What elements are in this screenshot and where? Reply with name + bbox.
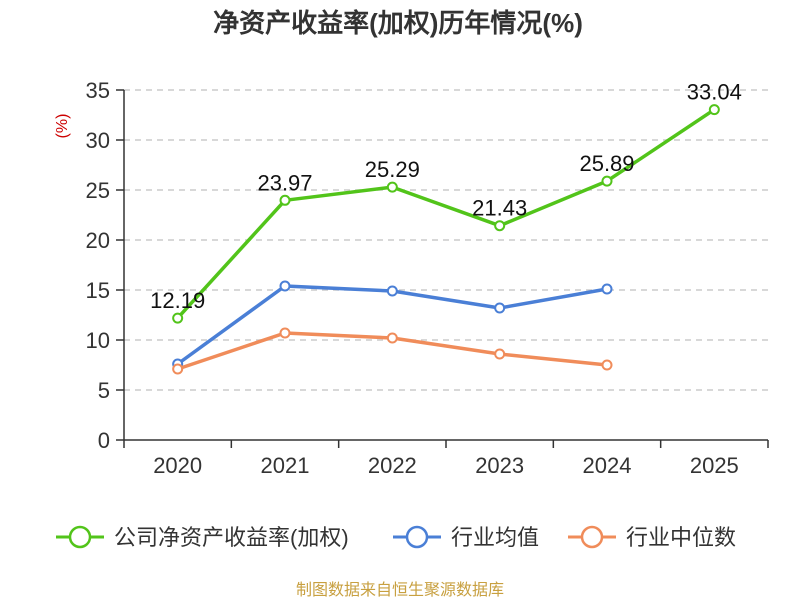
- data-point[interactable]: [386, 181, 398, 193]
- legend-label: 公司净资产收益率(加权): [114, 525, 349, 550]
- data-label: 33.04: [687, 80, 742, 105]
- series-group: [172, 104, 720, 375]
- series-line: [176, 108, 716, 320]
- legend-item[interactable]: 行业中位数: [568, 525, 736, 550]
- legend-marker: [580, 525, 604, 549]
- data-label: 12.19: [150, 288, 205, 313]
- y-tick-label: 15: [86, 278, 110, 303]
- data-point[interactable]: [172, 363, 184, 375]
- x-tick-label: 2023: [475, 453, 524, 478]
- data-label: 21.43: [472, 196, 527, 221]
- data-label: 25.29: [365, 157, 420, 182]
- data-point[interactable]: [494, 220, 506, 232]
- y-tick-label: 30: [86, 128, 110, 153]
- data-point[interactable]: [386, 332, 398, 344]
- x-tick-label: 2025: [690, 453, 739, 478]
- y-tick-label: 20: [86, 228, 110, 253]
- data-point[interactable]: [601, 175, 613, 187]
- legend-marker: [405, 525, 429, 549]
- data-point[interactable]: [708, 104, 720, 116]
- legend-item[interactable]: 公司净资产收益率(加权): [56, 525, 349, 550]
- legend-label: 行业均值: [451, 525, 539, 550]
- data-point[interactable]: [172, 312, 184, 324]
- y-axis-label: (%): [54, 114, 71, 139]
- x-tick-label: 2020: [153, 453, 202, 478]
- data-label: 25.89: [579, 151, 634, 176]
- legend-label: 行业中位数: [626, 525, 736, 550]
- data-label: 23.97: [257, 170, 312, 195]
- data-point[interactable]: [494, 348, 506, 360]
- y-tick-label: 35: [86, 78, 110, 103]
- data-point[interactable]: [386, 285, 398, 297]
- y-tick-label: 25: [86, 178, 110, 203]
- y-tick-label: 0: [98, 428, 110, 453]
- legend-marker: [68, 525, 92, 549]
- data-labels: 12.19 23.97 25.29 21.43 25.89 33.04: [150, 80, 742, 314]
- grid-lines: [124, 89, 768, 391]
- data-point[interactable]: [601, 359, 613, 371]
- chart-title: 净资产收益率(加权)历年情况(%): [213, 8, 583, 38]
- data-point[interactable]: [601, 283, 613, 295]
- x-tick-label: 2024: [583, 453, 632, 478]
- legend[interactable]: 公司净资产收益率(加权) 行业均值 行业中位数: [56, 525, 736, 550]
- legend-item[interactable]: 行业均值: [393, 525, 539, 550]
- data-point[interactable]: [279, 280, 291, 292]
- x-tick-label: 2021: [261, 453, 310, 478]
- axes: [123, 90, 768, 441]
- y-tick-label: 5: [98, 378, 110, 403]
- footer-source: 制图数据来自恒生聚源数据库: [296, 581, 504, 599]
- series-line: [176, 284, 608, 366]
- data-point[interactable]: [279, 327, 291, 339]
- y-tick-label: 10: [86, 328, 110, 353]
- data-point[interactable]: [279, 194, 291, 206]
- x-tick-label: 2022: [368, 453, 417, 478]
- data-point[interactable]: [494, 302, 506, 314]
